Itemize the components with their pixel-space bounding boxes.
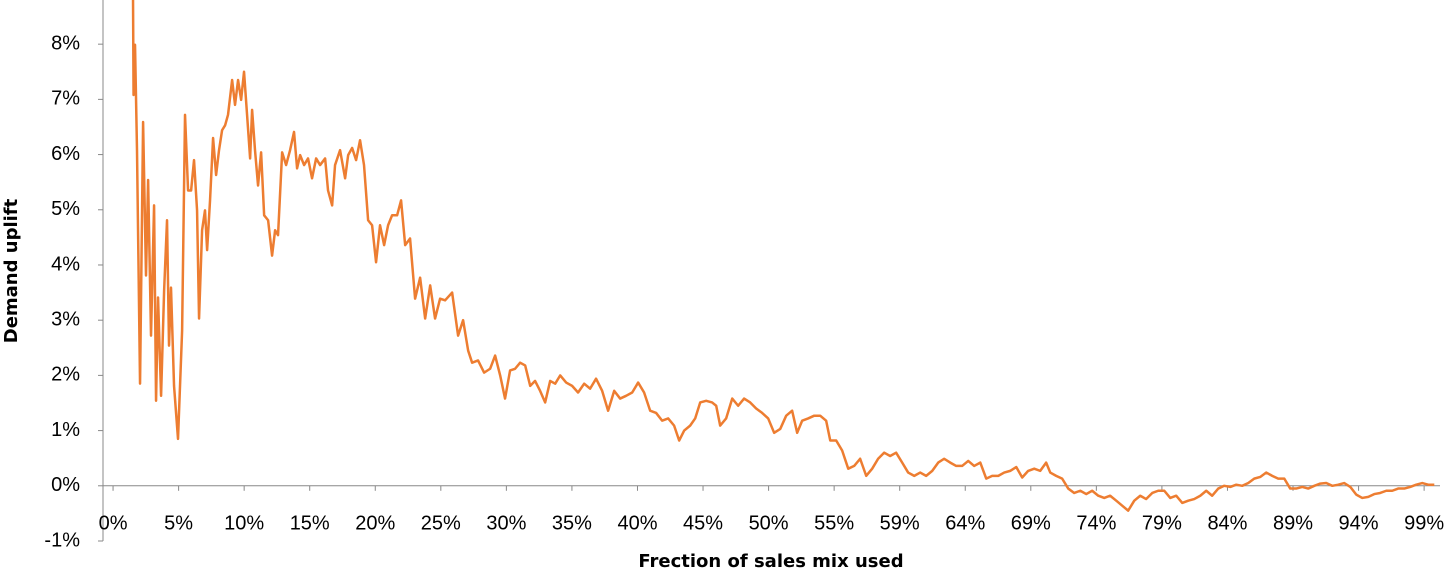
y-tick-label: 3% <box>51 308 80 330</box>
y-tick-label: 7% <box>51 88 80 110</box>
y-tick-label: -1% <box>44 529 80 551</box>
y-tick-label: 4% <box>51 253 80 275</box>
y-tick-label: 1% <box>51 419 80 441</box>
x-tick-label: 15% <box>290 512 330 534</box>
x-tick-label: 10% <box>224 512 264 534</box>
x-tick-label: 89% <box>1273 512 1313 534</box>
x-tick-label: 64% <box>945 512 985 534</box>
x-tick-label: 74% <box>1076 512 1116 534</box>
x-tick-label: 55% <box>814 512 854 534</box>
x-tick-label: 35% <box>552 512 592 534</box>
x-tick-label: 59% <box>880 512 920 534</box>
x-tick-label: 0% <box>99 512 128 534</box>
x-tick-label: 20% <box>355 512 395 534</box>
x-axis-title: Frection of sales mix used <box>638 551 903 571</box>
y-tick-label: 0% <box>51 474 80 496</box>
x-tick-label: 45% <box>683 512 723 534</box>
data-line <box>131 0 1435 512</box>
y-axis-title: Demand uplift <box>1 198 22 343</box>
x-tick-label: 94% <box>1339 512 1379 534</box>
y-tick-label: 5% <box>51 198 80 220</box>
y-tick-label: 8% <box>51 32 80 54</box>
x-tick-label: 5% <box>164 512 193 534</box>
x-tick-label: 99% <box>1404 512 1444 534</box>
x-tick-label: 79% <box>1142 512 1182 534</box>
x-tick-label: 30% <box>486 512 526 534</box>
x-tick-label: 25% <box>421 512 461 534</box>
x-tick-label: 84% <box>1207 512 1247 534</box>
x-tick-label: 40% <box>617 512 657 534</box>
y-tick-label: 2% <box>51 364 80 386</box>
x-tick-label: 69% <box>1011 512 1051 534</box>
x-tick-label: 50% <box>749 512 789 534</box>
y-tick-label: 6% <box>51 143 80 165</box>
